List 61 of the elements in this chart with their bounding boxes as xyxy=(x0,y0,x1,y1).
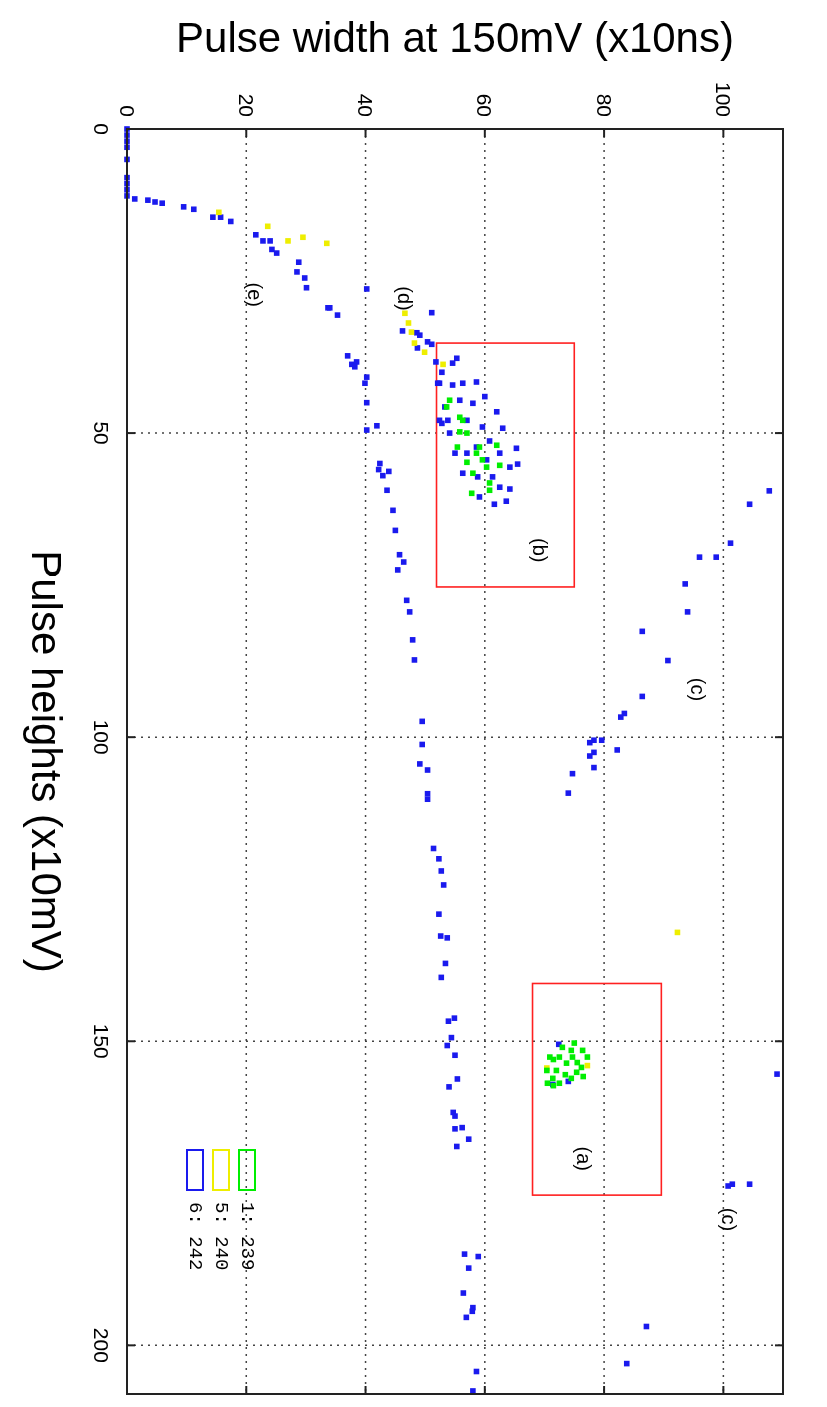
point xyxy=(550,1075,556,1082)
legend-label: 6: 242 xyxy=(184,1202,206,1271)
x-tick-label: 40 xyxy=(354,93,378,117)
point xyxy=(544,1080,551,1087)
point xyxy=(473,450,480,456)
point xyxy=(584,1054,591,1060)
point xyxy=(421,349,428,355)
point xyxy=(580,1073,587,1080)
x-tick-label: 80 xyxy=(592,93,616,117)
point xyxy=(300,234,306,241)
point xyxy=(456,429,463,435)
point xyxy=(464,430,470,436)
point xyxy=(493,442,500,449)
annotation: (a) xyxy=(572,1146,595,1171)
x-axis-title: Pulse width at 150mV (x10ns) xyxy=(176,14,734,61)
point xyxy=(496,462,503,469)
legend-label: 1: 239 xyxy=(236,1202,258,1271)
point xyxy=(483,464,490,470)
point xyxy=(571,1040,578,1046)
point xyxy=(563,1060,570,1066)
point xyxy=(454,444,461,450)
point xyxy=(323,240,330,247)
point xyxy=(556,1054,563,1060)
annotation: (b) xyxy=(529,538,552,563)
x-tick-label: 0 xyxy=(115,105,139,117)
y-tick-label: 0 xyxy=(89,123,113,135)
x-tick-label: 20 xyxy=(234,93,258,117)
point xyxy=(440,361,446,368)
point xyxy=(479,457,486,463)
point xyxy=(568,1047,575,1054)
y-tick-label: 150 xyxy=(89,1023,113,1059)
point xyxy=(486,480,493,486)
point xyxy=(468,490,475,497)
point xyxy=(408,329,415,335)
point xyxy=(486,487,493,494)
y-tick-label: 200 xyxy=(89,1327,113,1363)
point xyxy=(459,417,466,424)
annotation: (c) xyxy=(687,677,710,702)
point xyxy=(411,340,418,346)
y-axis-title: Pulse heights (x10mV) xyxy=(22,550,70,973)
point xyxy=(446,397,453,404)
point xyxy=(569,1054,576,1060)
legend-label: 5: 240 xyxy=(210,1202,232,1271)
x-tick-label: 60 xyxy=(473,93,497,117)
point xyxy=(264,223,271,230)
annotation: (c) xyxy=(717,1207,740,1232)
y-tick-label: 50 xyxy=(89,421,113,445)
point xyxy=(556,1080,563,1087)
point xyxy=(464,459,470,466)
annotation: (d) xyxy=(394,286,417,311)
point xyxy=(216,209,222,216)
point xyxy=(562,1071,569,1078)
x-tick-label: 100 xyxy=(711,81,735,117)
point xyxy=(285,238,291,244)
point xyxy=(405,320,412,326)
annotation: (e) xyxy=(243,282,266,307)
point xyxy=(402,310,408,317)
point xyxy=(470,470,476,477)
point xyxy=(573,1069,580,1076)
point xyxy=(574,1059,581,1066)
y-tick-label: 100 xyxy=(89,719,113,755)
